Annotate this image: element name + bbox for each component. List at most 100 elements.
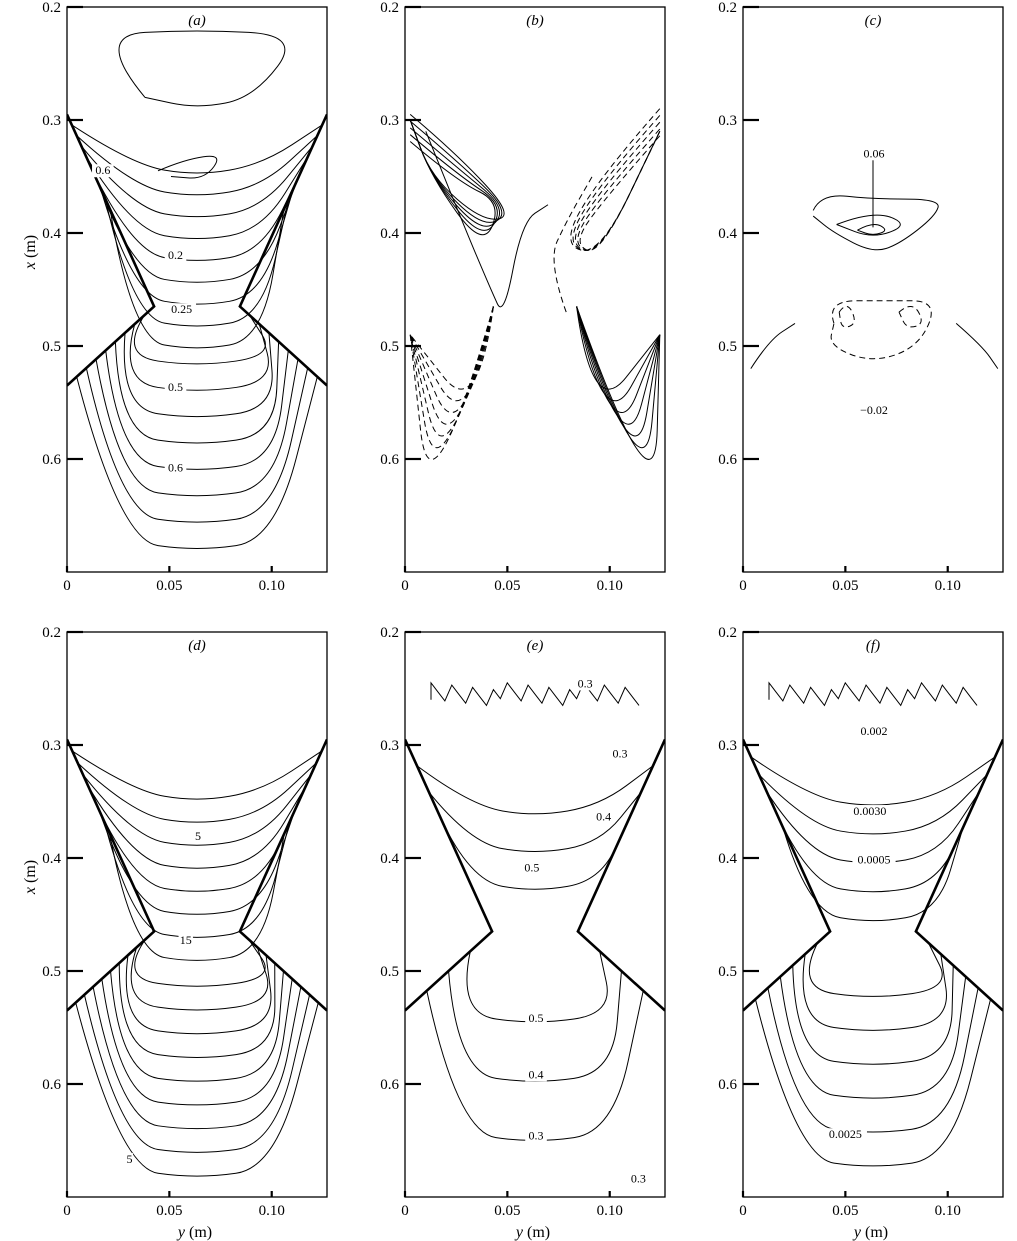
contour-label-bg [178, 933, 193, 947]
contour-line [409, 306, 494, 460]
contour-line [118, 963, 276, 1058]
contour-value-label: 0.0030 [853, 804, 886, 818]
diffuser-wall-right [238, 738, 327, 1012]
contour-label-bg [525, 1068, 547, 1082]
panel-label: (d) [188, 638, 206, 654]
y-tick-label: 0.3 [718, 113, 737, 129]
contour-value-label: 0.4 [529, 1067, 544, 1081]
x-tick-label: 0.05 [832, 1203, 858, 1219]
contour-line [448, 970, 622, 1082]
contour-line [93, 797, 301, 892]
panel-c: 0.2 0.3 0.4 0.5 0.6 0 0.05 0.10 (c) 0.06 −0.02 [718, 0, 1004, 594]
y-tick-label: 0.4 [718, 226, 737, 242]
contour-line [955, 323, 999, 369]
contour-line [830, 300, 932, 360]
contour-line [83, 994, 311, 1153]
contour-value-label: 0.3 [529, 1128, 544, 1142]
y-tick-label: 0.6 [380, 1077, 399, 1093]
y-tick-label: 0.3 [718, 738, 737, 754]
contour-line [409, 119, 501, 227]
contour-line [105, 350, 289, 470]
contour-line [898, 305, 922, 328]
y-tick-label: 0.2 [718, 0, 737, 16]
x-tick-label: 0.05 [156, 578, 182, 594]
contour-lines [750, 159, 999, 369]
contour-line [72, 750, 322, 800]
x-tick-label: 0 [401, 578, 409, 594]
contour-line [82, 774, 312, 846]
y-tick-label: 0.4 [42, 226, 61, 242]
contour-label-bg [856, 724, 893, 738]
x-tick-label: 0.10 [597, 578, 623, 594]
contour-line [576, 306, 661, 460]
contour-line [409, 119, 498, 231]
x-axis-title: y (m) [852, 1224, 888, 1241]
y-axis-title: x (m) [22, 235, 39, 270]
contour-line [87, 786, 307, 869]
contour-line [95, 359, 299, 497]
contour-line [425, 131, 549, 308]
contour-line [134, 314, 266, 365]
contour-line [428, 791, 642, 852]
contour-value-label: 0.002 [861, 724, 888, 738]
y-tick-label: 0.3 [42, 738, 61, 754]
contour-value-label: 0.25 [171, 302, 192, 316]
x-tick-label: 0.10 [935, 1203, 961, 1219]
plot-frame [404, 631, 666, 1198]
contour-line [130, 947, 269, 1011]
contour-line [76, 135, 318, 196]
contour-line [110, 970, 284, 1082]
contour-line [409, 306, 494, 413]
contour-label-bg [525, 1011, 547, 1025]
contour-label-bg [92, 164, 114, 178]
contour-line [77, 762, 317, 823]
contour-value-label: 0.3 [612, 746, 627, 760]
x-tick-label: 0.05 [156, 1203, 182, 1219]
y-tick-label: 0.5 [380, 339, 399, 355]
panel-label: (c) [865, 13, 882, 29]
contour-value-label: 0.2 [168, 248, 183, 262]
contour-value-label: 0.5 [524, 861, 539, 875]
contour-line [75, 1002, 319, 1177]
y-tick-label: 0.5 [42, 964, 61, 980]
y-axis-title: x (m) [22, 860, 39, 895]
diffuser-wall-right [914, 738, 1003, 1012]
contour-line [409, 306, 494, 437]
plot-frame [66, 6, 328, 573]
diffuser-wall-right [576, 738, 665, 1012]
contour-label-bg [823, 1128, 867, 1142]
contour-line [98, 809, 296, 915]
x-tick-label: 0 [739, 578, 747, 594]
contour-lines [409, 108, 661, 460]
contour-line [553, 176, 593, 313]
contour-line [76, 376, 318, 549]
contour-label-bg [164, 381, 187, 395]
y-tick-label: 0.3 [380, 113, 399, 129]
panel-d: 0.2 0.3 0.4 0.5 0.6 0 0.05 0.10 (d) x (m) y (m) 5 15… [22, 625, 328, 1241]
contour-label-bg [525, 1129, 547, 1143]
panel-b: 0.2 0.3 0.4 0.5 0.6 0 0.05 0.10 (b) [380, 0, 666, 594]
y-tick-label: 0.4 [380, 851, 399, 867]
plot-frame [404, 6, 666, 573]
contour-line [836, 214, 901, 236]
plot-frame [742, 631, 1004, 1198]
contour-value-label: 0.06 [864, 146, 885, 160]
contour-value-label: 0.3 [631, 1171, 646, 1185]
contour-line [808, 942, 943, 997]
panel-f: 0.2 0.3 0.4 0.5 0.6 0 0.05 0.10 (f) y (m) 0.002 0.0… [718, 625, 1004, 1241]
contour-line [129, 323, 269, 391]
contour-label-bg [164, 248, 187, 262]
contour-lines [67, 738, 327, 1177]
y-tick-label: 0.3 [42, 113, 61, 129]
x-tick-label: 0 [63, 1203, 71, 1219]
y-tick-label: 0.2 [380, 0, 399, 16]
contour-line [92, 986, 302, 1130]
y-tick-label: 0.4 [42, 851, 61, 867]
contour-label-bg [856, 403, 893, 417]
contour-value-label: 0.5 [168, 380, 183, 394]
panel-a: 0.2 0.3 0.4 0.5 0.6 0 0.05 0.10 (a) x (m) 0.6 0.2 0.… [22, 0, 328, 594]
contour-line [416, 765, 654, 815]
contour-line [768, 681, 978, 707]
x-tick-label: 0.05 [832, 578, 858, 594]
